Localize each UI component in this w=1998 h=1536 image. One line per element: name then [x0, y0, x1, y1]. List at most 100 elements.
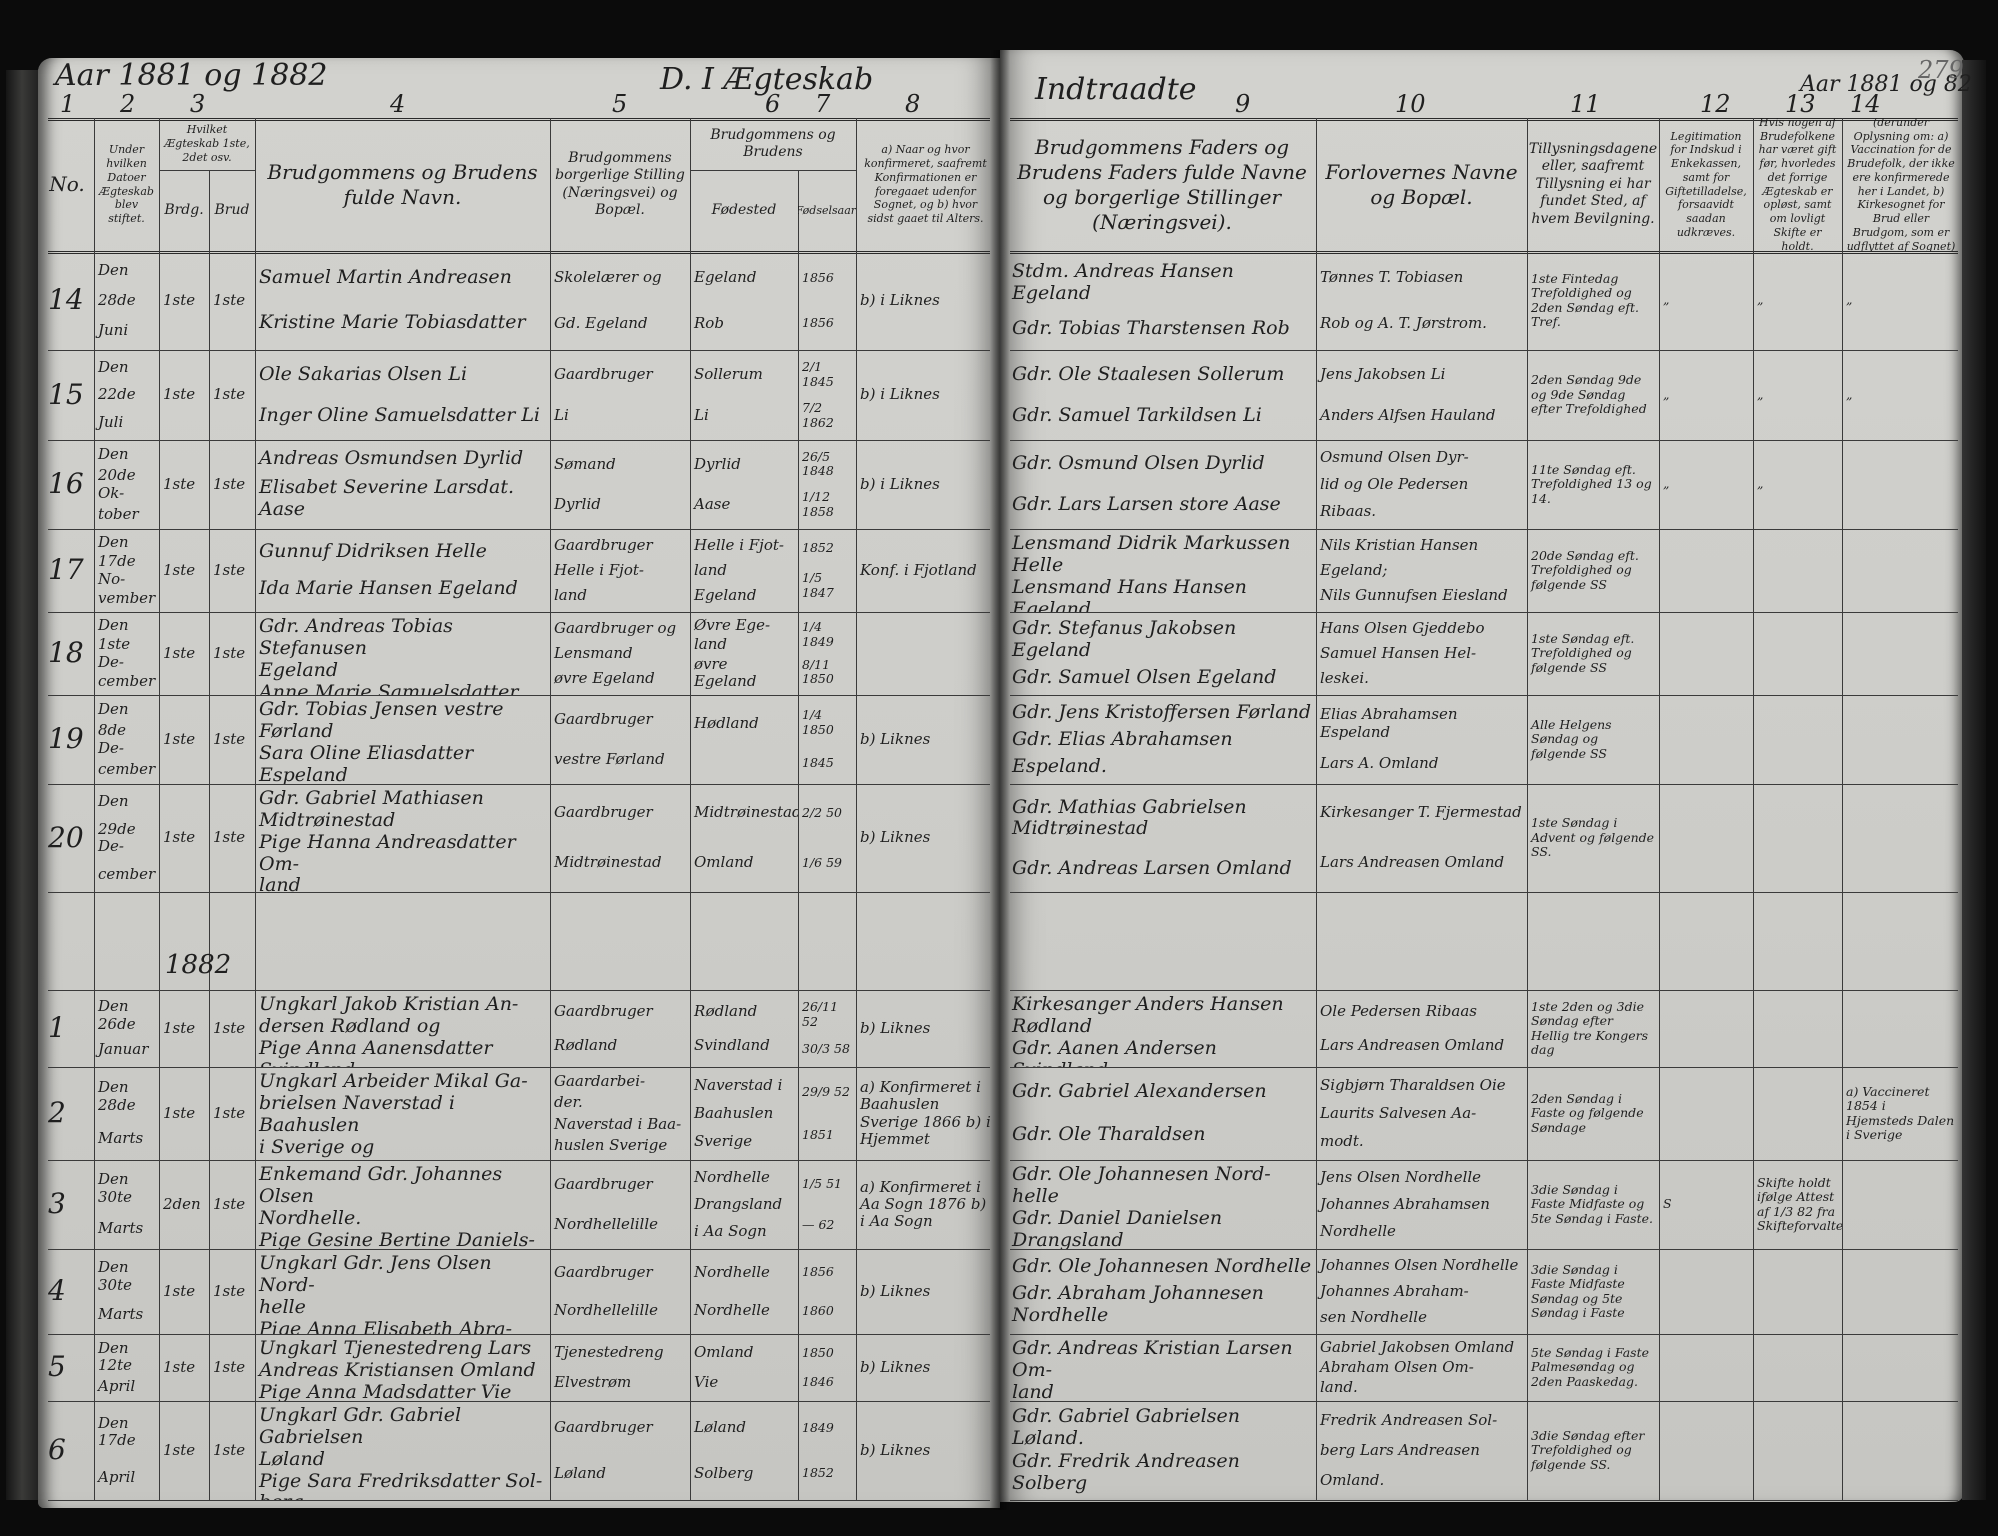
- birthyear: 2/2 50 1/6 59: [798, 784, 856, 892]
- banns: 11te Søndag eft. Trefoldighed 13 og 14.: [1527, 440, 1659, 529]
- text-line: i Sverige og: [259, 1135, 375, 1158]
- text-line: Gaardbruger: [554, 1174, 653, 1193]
- text-line: Løland: [554, 1463, 606, 1482]
- text-line: Den: [98, 445, 129, 463]
- text-line: Den 28de: [98, 1078, 136, 1114]
- text-line: Lars A. Omland: [1320, 754, 1439, 773]
- text-line: Helle i Fjot-: [694, 535, 784, 554]
- groom-occupation: Gaardbruger Helle i Fjot-land: [550, 529, 690, 612]
- rule-line: [48, 1500, 990, 1501]
- text-line: Johannes Abrahamsen: [1320, 1194, 1490, 1213]
- text-line: Pige Anna Aanensdatter Svindland: [259, 1036, 493, 1067]
- banns: 3die Søndag efter Trefoldighed og følgen…: [1527, 1401, 1659, 1500]
- header-which-marriage: Hvilket Ægteskab 1ste, 2det osv.: [164, 123, 250, 164]
- column-line: [856, 118, 857, 1500]
- text-line: Den 30te: [98, 1258, 132, 1294]
- text-line: Gdr. Ole Johannesen Nordhelle: [1012, 1254, 1312, 1277]
- text-line: Vie: [694, 1372, 719, 1391]
- text-line: Omland.: [1320, 1471, 1385, 1490]
- header-birth-group: Brudgommens og Brudens: [710, 126, 836, 161]
- text-line: 1856: [802, 315, 834, 331]
- text-line: — 62: [802, 1216, 835, 1232]
- text: 15: [48, 377, 84, 411]
- text-line: Omland: [694, 1343, 754, 1362]
- rule-line: [1010, 1401, 1958, 1402]
- text-line: der.: [554, 1093, 583, 1112]
- text-line: helle: [259, 1295, 306, 1318]
- text-line: Ungkarl Arbeider Mikal Ga-: [259, 1070, 528, 1092]
- text-line: Juni: [98, 321, 129, 340]
- text-line: Tønnes T. Tobiasen: [1320, 268, 1464, 287]
- text-line: Li: [694, 405, 709, 424]
- text-line: Pige Sara Fredriksdatter Sol-: [259, 1469, 543, 1492]
- text: 20: [48, 820, 84, 854]
- previous-marriage: [1753, 1067, 1842, 1160]
- text-line: Gaardbruger: [554, 803, 653, 822]
- marriage-date: Den 28de Juni: [94, 251, 159, 350]
- text: 1ste: [163, 1440, 196, 1459]
- text-line: sen Nordhelle: [1320, 1307, 1427, 1326]
- fathers-names: Gdr. Stefanus Jakobsen Egeland Gdr. Samue…: [1008, 612, 1316, 695]
- text-line: 1/6 59: [802, 854, 842, 870]
- bride-marriage-order: 1ste: [209, 784, 255, 892]
- text-line: Marts: [98, 1305, 144, 1324]
- text: 1ste Søndag eft. Trefoldighed og følgend…: [1531, 630, 1635, 675]
- text-line: Gdr. Samuel Tarkildsen Li: [1012, 403, 1262, 426]
- text: 1ste: [163, 828, 196, 847]
- text-line: 1852: [802, 1465, 834, 1481]
- text: „: [1757, 292, 1764, 308]
- text-line: Lensmand Didrik Markussen Helle: [1012, 532, 1291, 576]
- remarks: „: [1842, 251, 1960, 350]
- banns: Alle Helgens Søndag og følgende SS: [1527, 695, 1659, 784]
- text-line: Ungkarl Jakob Kristian An-: [259, 993, 519, 1015]
- text-line: Gdr. Gabriel Alexandersen: [1012, 1080, 1267, 1103]
- text-line: Gdr. Ole Staalesen Sollerum: [1012, 362, 1285, 385]
- text-line: Naverstad i Baa-: [554, 1114, 682, 1133]
- fathers-names: Lensmand Didrik Markussen Helle Lensmand …: [1008, 529, 1316, 612]
- text-line: Andreas Kristiansen Omland: [259, 1358, 536, 1381]
- previous-marriage: [1753, 1334, 1842, 1401]
- bride-marriage-order: 1ste: [209, 1067, 255, 1160]
- witnesses: Elias Abrahamsen Espeland Lars A. Omland: [1316, 695, 1527, 784]
- text: 1: [48, 1011, 66, 1045]
- header-confirmation: a) Naar og hvor konfirmeret, saafremt Ko…: [864, 143, 987, 225]
- text: b) Liknes: [860, 1440, 931, 1459]
- section-title: D. I Ægteskab: [660, 62, 874, 97]
- year-title-right: Aar 1881 og 82: [1800, 72, 1972, 97]
- text-line: Aase: [694, 495, 731, 514]
- text-line: leskei.: [1320, 668, 1369, 687]
- bride-marriage-order: 1ste: [209, 251, 255, 350]
- marriage-date: Den 30te Marts: [94, 1249, 159, 1334]
- legitimation: „: [1659, 251, 1753, 350]
- text: „: [1663, 292, 1670, 308]
- fathers-names: Kirkesanger Anders Hansen Rødland Gdr. Aan…: [1008, 990, 1316, 1067]
- banns: 5te Søndag i Faste Palmesøndag og 2den P…: [1527, 1334, 1659, 1401]
- text-line: Gaardbruger: [554, 364, 653, 383]
- text: 14: [48, 283, 84, 317]
- marriage-date: Den 26de Januar: [94, 990, 159, 1067]
- entry-number: 19: [40, 695, 94, 784]
- confirmation: a) Konfirmeret i Baahuslen Sverige 1866 …: [856, 1067, 995, 1160]
- previous-marriage: „: [1753, 440, 1842, 529]
- birthyear: 26/11 52 30/3 58: [798, 990, 856, 1067]
- text-line: Gabriel Jakobsen Omland: [1320, 1338, 1515, 1357]
- text: „: [1757, 386, 1764, 402]
- text-line: Rødland: [554, 1036, 618, 1055]
- groom-marriage-order: 1ste: [159, 1401, 209, 1500]
- text-line: Den: [98, 533, 129, 551]
- text-line: Anders Alfsen Hauland: [1320, 405, 1496, 424]
- text: b) Liknes: [860, 729, 931, 748]
- entry-number: 20: [40, 784, 94, 892]
- text: S: [1663, 1196, 1672, 1212]
- text: b) i Liknes: [860, 290, 940, 309]
- text-line: 1/12 1858: [802, 489, 834, 519]
- fathers-names: Gdr. Jens Kristoffersen Førland Gdr. Elia…: [1008, 695, 1316, 784]
- column-line: [209, 170, 210, 1500]
- text-line: vember: [98, 588, 156, 607]
- text: 1ste: [213, 1194, 246, 1213]
- year-title: Aar 1881 og 1882: [55, 58, 328, 93]
- year-1882-label: 1882: [165, 950, 232, 980]
- groom-occupation: Tjenestedreng Elvestrøm: [550, 1334, 690, 1401]
- text: 1ste: [213, 560, 246, 579]
- text-line: Dyrlid: [554, 495, 601, 514]
